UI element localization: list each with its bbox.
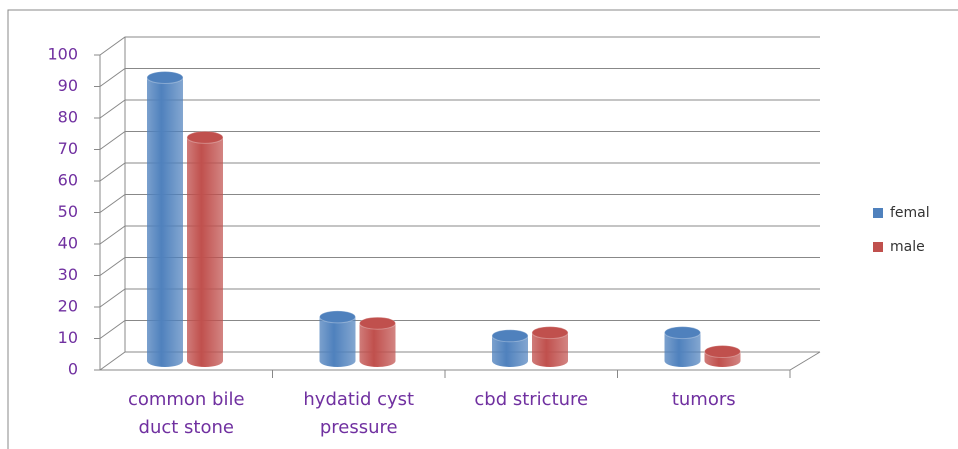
bar-top xyxy=(319,310,356,324)
grid-line xyxy=(99,320,820,339)
y-tick-label: 50 xyxy=(58,202,78,221)
grid-line xyxy=(99,99,820,119)
bar-body xyxy=(319,316,356,367)
grid-line xyxy=(99,288,820,308)
bar xyxy=(319,310,356,367)
grid-line xyxy=(99,131,820,150)
y-tick-label: 60 xyxy=(58,171,78,190)
y-tick-label: 90 xyxy=(58,76,78,95)
grid-line xyxy=(99,351,820,371)
grid-line xyxy=(99,194,820,213)
bar-top xyxy=(531,326,569,340)
bar-top xyxy=(491,329,529,343)
bar-body xyxy=(664,332,701,367)
bar-top xyxy=(359,316,396,330)
bar-body xyxy=(147,77,183,367)
legend-label: male xyxy=(890,239,925,255)
bar-top xyxy=(146,71,184,84)
bar xyxy=(664,326,701,367)
y-tick-label: 0 xyxy=(68,360,78,379)
bar xyxy=(704,345,741,367)
bar xyxy=(491,329,529,367)
y-tick-label: 100 xyxy=(47,45,78,64)
legend-label: femal xyxy=(890,205,930,221)
bar-top xyxy=(704,345,741,359)
bar-body xyxy=(492,335,528,367)
y-tick-label: 30 xyxy=(58,265,78,284)
bar xyxy=(146,71,184,367)
bar-body xyxy=(532,332,568,367)
grid-line xyxy=(99,225,820,245)
bar-top xyxy=(664,326,701,340)
bar-body xyxy=(359,323,396,367)
y-tick-label: 80 xyxy=(58,108,78,127)
legend-swatch xyxy=(873,208,883,218)
x-tick-label: tumors xyxy=(672,389,736,410)
x-tick-label: hydatid cyst pressure xyxy=(303,389,414,438)
grid-line xyxy=(99,257,820,276)
bar xyxy=(531,326,569,367)
bar xyxy=(186,130,224,367)
x-tick-label: common bile duct stone xyxy=(128,389,245,438)
legend-swatch xyxy=(873,242,883,252)
y-tick-label: 10 xyxy=(58,328,78,347)
y-tick-label: 40 xyxy=(58,234,78,253)
frame xyxy=(7,9,958,449)
y-tick-label: 20 xyxy=(58,297,78,316)
bar-top xyxy=(186,130,224,144)
bar xyxy=(359,316,396,367)
grid-line xyxy=(99,68,820,87)
grid-line xyxy=(99,36,820,56)
grid-line xyxy=(99,162,820,182)
x-tick-label: cbd stricture xyxy=(474,389,588,410)
y-tick-label: 70 xyxy=(58,139,78,158)
bar-body xyxy=(187,137,223,367)
